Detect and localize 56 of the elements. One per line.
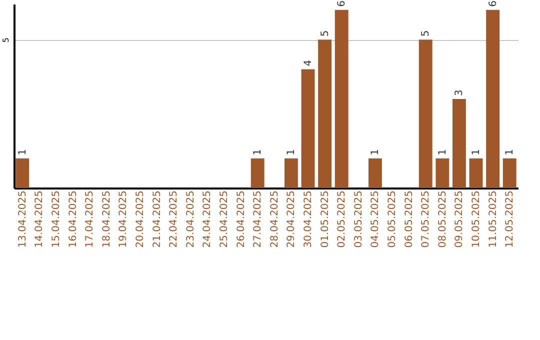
x-tick-label: 06.05.2025 [404, 190, 415, 248]
data-label: 3 [454, 90, 466, 96]
x-tick-label: 24.04.2025 [202, 190, 214, 248]
x-tick-label: 26.04.2025 [236, 190, 247, 248]
data-label: 5 [320, 30, 331, 37]
data-label: 1 [17, 148, 28, 156]
x-tick-label: 15.04.2025 [51, 190, 62, 248]
x-tick-label: 08.05.2025 [437, 190, 448, 248]
x-tick-label: 03.05.2025 [353, 190, 364, 248]
x-tick-label: 11.05.2025 [488, 190, 499, 248]
x-tick-label: 22.04.2025 [168, 190, 180, 248]
x-tick-label: 23.04.2025 [185, 190, 196, 248]
bar [318, 40, 332, 188]
x-tick-label: 10.05.2025 [471, 190, 482, 248]
x-tick-label: 04.05.2025 [370, 190, 382, 248]
bar [16, 158, 30, 188]
x-tick-label: 21.04.2025 [152, 190, 163, 248]
data-label: 1 [286, 148, 298, 156]
bar [418, 40, 432, 188]
x-tick-label: 01.05.2025 [320, 190, 331, 248]
data-label: 1 [471, 148, 482, 156]
data-label: 1 [252, 148, 264, 156]
x-tick-label: 25.04.2025 [219, 190, 230, 248]
data-label: 1 [437, 148, 448, 156]
x-tick-label: 17.04.2025 [84, 190, 96, 248]
bar [502, 158, 516, 188]
bar [368, 158, 382, 188]
bar [452, 98, 466, 188]
x-tick-label: 28.04.2025 [269, 190, 280, 248]
x-tick-label: 19.04.2025 [118, 190, 130, 248]
x-tick-label: 07.05.2025 [420, 190, 432, 248]
data-label: 6 [336, 0, 348, 7]
bar [250, 158, 264, 188]
bar [284, 158, 298, 188]
x-tick-label: 18.04.2025 [101, 190, 112, 248]
x-tick-label: 13.04.2025 [17, 190, 28, 248]
data-label: 1 [370, 148, 382, 156]
bar [436, 158, 450, 188]
data-label: 1 [504, 148, 516, 156]
data-label: 6 [488, 0, 499, 7]
x-tick-label: 20.04.2025 [135, 190, 146, 248]
data-label: 4 [303, 60, 314, 66]
bar [486, 10, 500, 188]
x-tick-label: 27.04.2025 [252, 190, 264, 248]
data-label: 5 [420, 30, 432, 37]
x-tick-label: 30.04.2025 [303, 190, 314, 248]
bar [469, 158, 483, 188]
bar [334, 10, 348, 188]
x-tick-label: 29.04.2025 [286, 190, 298, 248]
bar [301, 69, 315, 188]
x-tick-label: 14.04.2025 [34, 190, 46, 248]
x-tick-label: 16.04.2025 [68, 190, 79, 248]
x-tick-label: 09.05.2025 [454, 190, 466, 248]
x-tick-label: 05.05.2025 [387, 190, 398, 248]
x-tick-label: 12.05.2025 [504, 190, 516, 248]
x-tick-label: 02.05.2025 [336, 190, 348, 248]
